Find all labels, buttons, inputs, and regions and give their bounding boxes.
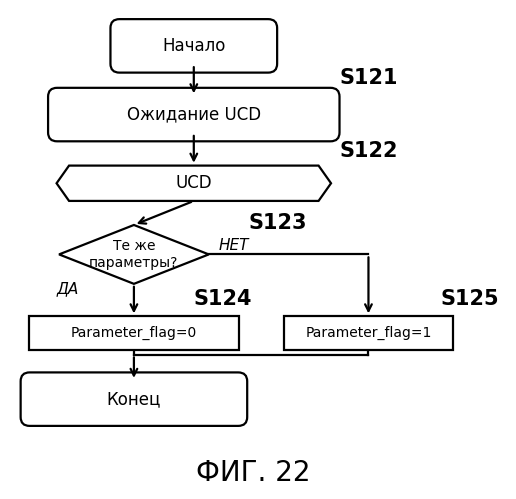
Bar <box>29 316 239 350</box>
Text: ФИГ. 22: ФИГ. 22 <box>197 459 311 487</box>
Text: Ожидание UCD: Ожидание UCD <box>127 106 261 124</box>
Text: S124: S124 <box>194 288 252 308</box>
Text: Конец: Конец <box>107 390 161 408</box>
FancyBboxPatch shape <box>48 88 340 141</box>
Text: Начало: Начало <box>162 37 225 55</box>
Polygon shape <box>57 166 331 201</box>
Text: Parameter_flag=0: Parameter_flag=0 <box>71 326 197 340</box>
Text: S121: S121 <box>340 68 398 88</box>
FancyBboxPatch shape <box>21 372 247 426</box>
Text: НЕТ: НЕТ <box>219 238 249 253</box>
Text: S123: S123 <box>249 213 307 233</box>
FancyBboxPatch shape <box>110 19 277 73</box>
Bar <box>284 316 453 350</box>
Text: ДА: ДА <box>57 281 79 296</box>
Text: Те же
параметры?: Те же параметры? <box>89 240 179 269</box>
Text: S125: S125 <box>441 288 499 308</box>
Text: Parameter_flag=1: Parameter_flag=1 <box>305 326 432 340</box>
Polygon shape <box>59 225 209 284</box>
Text: S122: S122 <box>340 141 398 161</box>
Text: UCD: UCD <box>175 174 212 192</box>
